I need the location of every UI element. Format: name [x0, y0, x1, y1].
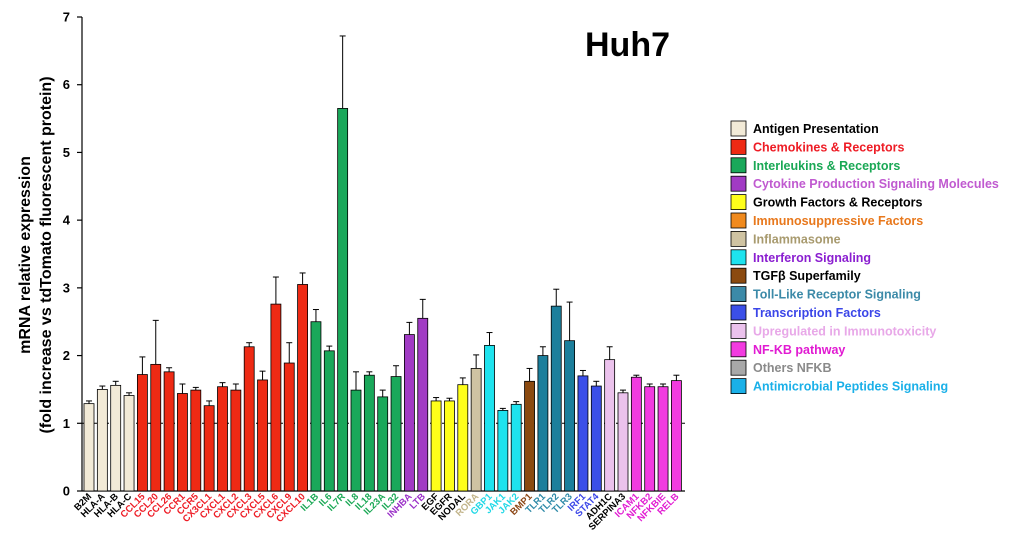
bar [217, 386, 228, 492]
bar [590, 385, 602, 492]
legend-label: Immunosuppressive Factors [753, 214, 923, 228]
legend-swatch [730, 341, 747, 358]
bar [604, 359, 616, 492]
bar [537, 355, 549, 492]
bar [470, 368, 482, 492]
legend-swatch [730, 286, 747, 303]
legend-swatch [730, 120, 747, 137]
y-axis-label: mRNA relative expression (fold increase … [17, 76, 55, 433]
bar [230, 389, 242, 492]
legend-swatch [730, 194, 747, 211]
bar [337, 108, 349, 492]
legend-label: Inflammasome [753, 232, 841, 246]
legend-label: Cytokine Production Signaling Molecules [753, 177, 999, 191]
error-bars [86, 35, 680, 411]
bar [190, 389, 202, 492]
legend-label: NF-KB pathway [753, 343, 845, 357]
y-tick-label: 7 [63, 10, 70, 25]
bar [323, 350, 335, 492]
legend-label: Chemokines & Receptors [753, 140, 904, 154]
bar [550, 305, 562, 492]
y-tick-label: 4 [63, 213, 71, 228]
legend-swatch [730, 359, 747, 376]
y-tick-label: 6 [63, 77, 70, 92]
bar [203, 405, 215, 492]
legend-swatch [730, 138, 747, 155]
legend-label: Transcription Factors [753, 306, 881, 320]
legend-label: Interferon Signaling [753, 251, 871, 265]
bar [444, 400, 455, 492]
y-tick-label: 2 [63, 348, 70, 363]
y-tick-label: 5 [63, 145, 70, 160]
bar [457, 384, 469, 492]
bar [96, 389, 108, 492]
bar [363, 374, 375, 492]
bar [177, 393, 188, 492]
bar [510, 403, 522, 492]
legend-label: Antigen Presentation [753, 122, 879, 136]
bar [83, 403, 95, 492]
bars [83, 108, 682, 492]
bar [270, 303, 282, 492]
legend-swatch [730, 267, 747, 284]
bar [484, 345, 495, 492]
bar [524, 380, 535, 492]
bar [310, 321, 322, 492]
bar [150, 363, 162, 492]
bar [657, 386, 669, 492]
bar [564, 340, 575, 492]
bar [257, 379, 268, 492]
legend-label: TGFβ Superfamily [753, 269, 861, 283]
bar [577, 375, 589, 492]
bar [403, 334, 415, 492]
legend-label: Antimicrobial Peptides Signaling [753, 380, 948, 394]
legend-swatch [730, 378, 747, 395]
bar [497, 410, 509, 492]
bar [110, 384, 122, 492]
y-tick-label: 3 [63, 280, 70, 295]
bar [163, 371, 175, 492]
y-axis-label-line-1: mRNA relative expression [17, 156, 34, 354]
bar [430, 400, 442, 492]
legend-swatch [730, 175, 747, 192]
bar [617, 392, 629, 492]
chart-title: Huh7 [585, 26, 670, 64]
x-axis-tick-labels: B2MHLA-AHLA-BHLA-CCCL15CCL20CCL26CCR1CCR… [72, 491, 681, 533]
bar [644, 386, 656, 492]
legend-swatch [730, 230, 747, 247]
legend-label: Growth Factors & Receptors [753, 196, 923, 210]
legend-swatch [730, 322, 747, 339]
bar [417, 317, 429, 492]
y-axis-label-line-2: (fold increase vs tdTomato fluorescent p… [38, 76, 55, 433]
legend-swatch [730, 304, 747, 321]
legend-swatch [730, 212, 747, 229]
bar [243, 346, 255, 492]
bar [671, 380, 682, 492]
bar [630, 376, 642, 492]
legend-label: Toll-Like Receptor Signaling [753, 288, 921, 302]
legend-label: Upregulated in Immunotoxicity [753, 324, 936, 338]
y-tick-label: 0 [63, 484, 70, 499]
legend-label: Interleukins & Receptors [753, 159, 900, 173]
legend-label: Others NFKB [753, 361, 831, 375]
legend-swatch [730, 157, 747, 174]
legend: Antigen Presentation Chemokines & Recepto… [730, 120, 999, 395]
bar [283, 362, 295, 492]
legend-swatch [730, 249, 747, 266]
y-tick-label: 1 [63, 416, 70, 431]
bar [136, 374, 148, 492]
bar [123, 395, 135, 492]
bar [390, 376, 402, 492]
bar [297, 284, 309, 492]
bar [377, 396, 389, 492]
bar [350, 389, 362, 492]
